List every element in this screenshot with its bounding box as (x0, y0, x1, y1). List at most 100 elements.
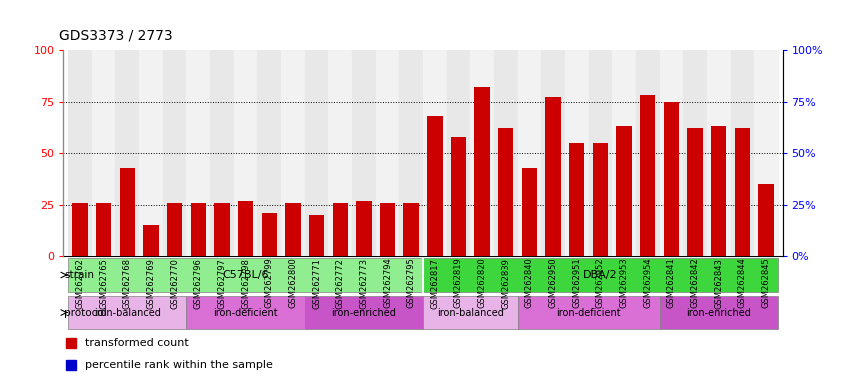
Bar (376, 50, 399, 256)
Bar (352, 50, 376, 256)
Bar (730, 50, 754, 256)
Bar (190, 203, 206, 256)
Bar (305, 296, 423, 329)
Point (191, 187, 205, 193)
Bar (380, 203, 395, 256)
Bar (518, 296, 660, 329)
Point (735, 158, 749, 164)
Bar (451, 137, 466, 256)
Bar (423, 296, 518, 329)
Bar (281, 50, 305, 256)
Bar (754, 50, 777, 256)
Bar (447, 50, 470, 256)
Bar (96, 203, 112, 256)
Point (594, 156, 607, 162)
Text: C57BL/6: C57BL/6 (222, 270, 269, 280)
Bar (116, 50, 139, 256)
Point (74, 179, 87, 185)
Text: percentile rank within the sample: percentile rank within the sample (85, 360, 273, 370)
Bar (687, 128, 703, 256)
Bar (186, 296, 305, 329)
Point (428, 154, 442, 160)
Bar (423, 258, 777, 292)
Text: iron-enriched: iron-enriched (686, 308, 751, 318)
Bar (399, 50, 423, 256)
Bar (285, 203, 300, 256)
Bar (660, 50, 684, 256)
Point (333, 185, 347, 191)
Bar (332, 203, 348, 256)
Text: transformed count: transformed count (85, 338, 189, 348)
Point (286, 181, 299, 187)
Point (665, 158, 678, 164)
Bar (214, 203, 229, 256)
Bar (423, 50, 447, 256)
Bar (210, 50, 233, 256)
Text: iron-balanced: iron-balanced (94, 308, 161, 318)
Bar (261, 213, 277, 256)
Bar (589, 50, 613, 256)
Bar (69, 50, 92, 256)
Bar (663, 101, 679, 256)
Point (168, 185, 181, 191)
Point (641, 154, 655, 160)
Bar (233, 50, 257, 256)
Bar (427, 116, 442, 256)
Bar (475, 87, 490, 256)
Bar (404, 203, 419, 256)
Point (759, 162, 772, 169)
Bar (613, 50, 636, 256)
Bar (186, 50, 210, 256)
Bar (470, 50, 494, 256)
Text: iron-deficient: iron-deficient (557, 308, 621, 318)
Bar (565, 50, 589, 256)
Bar (546, 98, 561, 256)
Bar (69, 296, 186, 329)
Bar (660, 296, 777, 329)
Point (404, 200, 418, 206)
Point (499, 169, 513, 175)
Bar (162, 50, 186, 256)
Point (381, 181, 394, 187)
Text: protocol: protocol (64, 308, 107, 318)
Text: GDS3373 / 2773: GDS3373 / 2773 (59, 28, 173, 42)
Bar (309, 215, 324, 256)
Bar (707, 50, 730, 256)
Bar (522, 167, 537, 256)
Bar (593, 143, 608, 256)
Point (475, 152, 489, 158)
Bar (167, 203, 183, 256)
Bar (518, 50, 541, 256)
Bar (494, 50, 518, 256)
Bar (541, 50, 565, 256)
Point (523, 158, 536, 164)
Bar (498, 128, 514, 256)
Bar (92, 50, 116, 256)
Point (262, 187, 276, 193)
Bar (238, 200, 253, 256)
Bar (356, 200, 371, 256)
Text: iron-balanced: iron-balanced (437, 308, 503, 318)
Text: DBA/2: DBA/2 (583, 270, 618, 280)
Point (547, 156, 560, 162)
Point (570, 154, 584, 160)
Bar (569, 143, 585, 256)
Bar (640, 95, 656, 256)
Text: strain: strain (64, 270, 94, 280)
Text: iron-enriched: iron-enriched (332, 308, 396, 318)
Point (357, 187, 371, 193)
Bar (257, 50, 281, 256)
Point (144, 191, 157, 197)
Point (239, 185, 252, 191)
Point (712, 161, 726, 167)
Bar (328, 50, 352, 256)
Bar (684, 50, 707, 256)
Text: iron-deficient: iron-deficient (213, 308, 277, 318)
Bar (734, 128, 750, 256)
Point (120, 185, 134, 191)
Bar (143, 225, 159, 256)
Bar (139, 50, 162, 256)
Bar (119, 167, 135, 256)
Point (215, 189, 228, 195)
Point (452, 158, 465, 164)
